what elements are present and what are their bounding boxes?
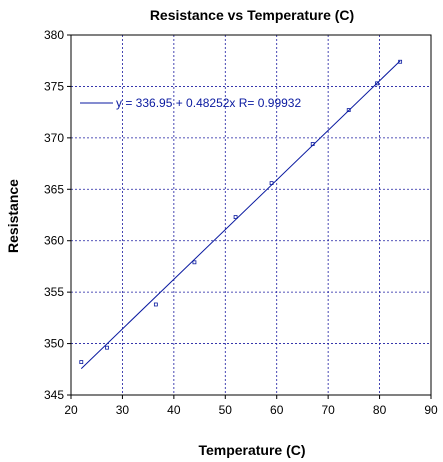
y-tick-label: 365 — [44, 182, 64, 196]
x-axis-ticks: 20 30 40 50 60 70 80 90 — [64, 395, 438, 417]
y-tick-label: 360 — [44, 234, 64, 248]
data-point — [346, 108, 351, 112]
x-tick-label: 80 — [373, 403, 387, 417]
data-point — [375, 81, 379, 86]
fit-line — [80, 60, 401, 369]
x-tick-label: 20 — [64, 403, 78, 417]
data-point — [105, 345, 109, 350]
y-tick-label: 345 — [44, 388, 64, 402]
x-axis-label: Temperature (C) — [198, 442, 305, 458]
plot-frame — [70, 34, 432, 396]
x-tick-label: 30 — [116, 403, 130, 417]
data-point — [192, 260, 197, 265]
x-tick-label: 90 — [424, 403, 438, 417]
data-points — [79, 59, 403, 364]
x-tick-label: 70 — [321, 403, 335, 417]
x-tick-label: 60 — [270, 403, 284, 417]
y-axis-label: Resistance — [5, 179, 21, 253]
fit-layer — [80, 60, 401, 369]
data-point — [269, 181, 274, 186]
grid — [71, 35, 431, 395]
data-point — [79, 360, 84, 364]
x-tick-label: 50 — [219, 403, 233, 417]
y-tick-label: 375 — [44, 79, 64, 93]
data-point — [233, 215, 238, 219]
y-axis-ticks: 345 350 355 360 365 370 375 380 — [44, 28, 71, 402]
chart-title: Resistance vs Temperature (C) — [150, 7, 354, 23]
y-tick-label: 380 — [44, 28, 64, 42]
y-tick-label: 350 — [44, 337, 64, 351]
data-point — [398, 59, 403, 64]
y-tick-label: 355 — [44, 285, 64, 299]
data-point — [310, 142, 315, 146]
data-point — [153, 302, 158, 307]
legend: y = 336.95 + 0.48252x R= 0.99932 — [80, 96, 301, 110]
y-tick-label: 370 — [44, 131, 64, 145]
legend-fit-equation: y = 336.95 + 0.48252x R= 0.99932 — [116, 96, 301, 110]
x-tick-label: 40 — [167, 403, 181, 417]
